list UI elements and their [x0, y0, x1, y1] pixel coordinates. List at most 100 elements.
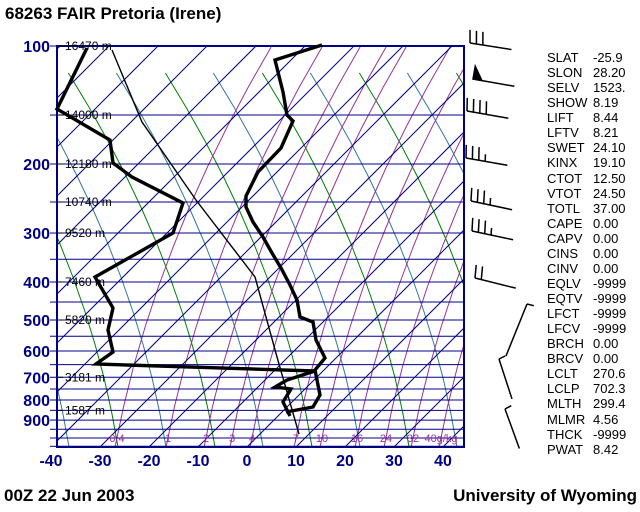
- station-index-label: KINX: [547, 155, 578, 171]
- station-index-value: 4.56: [593, 411, 619, 427]
- wind-barb: [498, 355, 513, 400]
- wind-barb-half: [498, 355, 506, 360]
- station-index-row: PWAT 8.42: [547, 442, 626, 457]
- wind-barb-half: [490, 227, 493, 236]
- station-index-label: VTOT: [547, 185, 582, 201]
- isotherm-line: [57, 46, 208, 197]
- station-index-row: MLMR 4.56: [547, 412, 626, 427]
- mixing-ratio-line: [354, 132, 464, 447]
- pressure-axis-label: 600: [23, 344, 50, 361]
- mixing-ratio-label: 0.4: [109, 433, 124, 445]
- station-index-label: SELV: [547, 80, 580, 96]
- station-index-row: SLAT -25.9: [547, 50, 626, 65]
- wind-barb: [504, 405, 521, 449]
- station-index-value: -9999: [593, 321, 627, 337]
- wind-barb-full: [471, 217, 474, 232]
- station-index-label: BRCV: [547, 351, 584, 367]
- station-index-row: MLTH 299.4: [547, 396, 626, 411]
- station-index-value: 0.00: [593, 336, 619, 352]
- station-index-row: CAPV 0.00: [547, 231, 626, 246]
- station-index-label: LFCT: [547, 306, 580, 322]
- station-index-row: LFCT -9999: [547, 306, 626, 321]
- station-index-row: CAPE 0.00: [547, 216, 626, 231]
- mixing-ratio-line: [293, 46, 451, 447]
- pressure-axis-label: 100: [23, 39, 50, 56]
- grid-layer: [57, 46, 464, 447]
- station-index-row: THCK -9999: [547, 427, 626, 442]
- station-index-value: 0.00: [593, 351, 619, 367]
- station-index-label: LCLP: [547, 381, 580, 397]
- station-index-label: EQLV: [547, 275, 581, 291]
- wind-barb-full: [485, 101, 488, 115]
- station-index-value: -25.9: [593, 50, 623, 65]
- pressure-axis-label: 800: [23, 393, 50, 410]
- isotherm-line: [393, 376, 464, 447]
- station-index-value: 19.10: [593, 155, 626, 171]
- station-index-row: BRCH 0.00: [547, 336, 626, 351]
- station-index-row: LIFT 8.44: [547, 110, 626, 125]
- mixing-ratio-line: [438, 342, 464, 447]
- temp-axis-label: 10: [287, 453, 305, 470]
- wind-barb: [470, 187, 513, 211]
- station-index-row: BRCV 0.00: [547, 351, 626, 366]
- dry-adiabat-line: [261, 72, 410, 447]
- isotherm-line: [57, 46, 257, 246]
- station-index-row: KINX 19.10: [547, 155, 626, 170]
- dry-adiabat-line: [358, 72, 464, 288]
- wind-barb-full: [482, 31, 484, 46]
- wind-barb-flag: [472, 63, 484, 82]
- station-index-value: 8.21: [593, 125, 619, 141]
- mixing-ratio-label: 10: [316, 433, 328, 445]
- plot-border: [56, 45, 465, 448]
- station-index-row: SHOW 8.19: [547, 95, 626, 110]
- isotherm-line: [57, 46, 110, 99]
- wind-barb-full: [482, 190, 486, 204]
- temp-axis-label: 40: [434, 453, 452, 470]
- isotherm-line: [57, 46, 404, 393]
- dry-adiabat-line: [57, 235, 119, 447]
- pressure-axis-label: 900: [23, 413, 50, 430]
- wind-barb-staff: [474, 277, 516, 289]
- station-index-label: LCLT: [547, 366, 578, 382]
- temp-axis-label: 0: [243, 453, 252, 470]
- moist-adiabat-line: [406, 72, 464, 175]
- height-label: 7460 m: [65, 275, 105, 289]
- station-index-value: 37.00: [593, 200, 626, 216]
- mixing-ratio-line: [319, 67, 464, 447]
- wind-barb: [505, 303, 535, 357]
- height-label: 12180 m: [65, 157, 112, 171]
- wind-barb-half: [526, 303, 535, 307]
- wind-barb: [474, 264, 516, 289]
- pressure-axis-label: 700: [23, 370, 50, 387]
- pressure-axis-label: 200: [23, 157, 50, 174]
- temp-axis-label: 30: [385, 453, 403, 470]
- wind-barb-full: [465, 144, 468, 159]
- mixing-ratio-label: 24: [380, 433, 392, 445]
- mixing-ratio-label: 40g/kg: [424, 433, 457, 445]
- wind-barb-staff: [469, 42, 512, 51]
- station-index-row: CINV 0.00: [547, 261, 626, 276]
- wind-barb-full: [480, 266, 484, 280]
- temp-axis-label: 20: [336, 453, 354, 470]
- isotherm-line: [246, 229, 464, 447]
- mixing-ratio-line: [203, 46, 361, 447]
- station-index-label: CAPE: [547, 215, 583, 231]
- station-index-label: EQTV: [547, 291, 583, 306]
- station-index-value: 0.00: [593, 245, 619, 261]
- station-index-row: LFTV 8.21: [547, 125, 626, 140]
- station-index-row: SLON 28.20: [547, 65, 626, 80]
- station-index-label: MLMR: [547, 411, 586, 427]
- mixing-ratio-label: 3: [229, 433, 235, 445]
- height-label: 5820 m: [65, 313, 105, 327]
- station-index-value: 8.19: [593, 95, 619, 111]
- page-title: 68263 FAIR Pretoria (Irene): [5, 4, 222, 23]
- station-index-label: LFCV: [547, 321, 581, 337]
- wind-barb-full: [471, 145, 474, 160]
- station-index-label: SLAT: [547, 50, 579, 65]
- wind-barb-half: [489, 197, 492, 206]
- wind-barb-half: [484, 154, 487, 162]
- station-index-value: -9999: [593, 275, 627, 291]
- moist-adiabat-line: [212, 72, 361, 447]
- station-index-value: 0.00: [593, 215, 619, 231]
- station-index-row: CTOT 12.50: [547, 171, 626, 186]
